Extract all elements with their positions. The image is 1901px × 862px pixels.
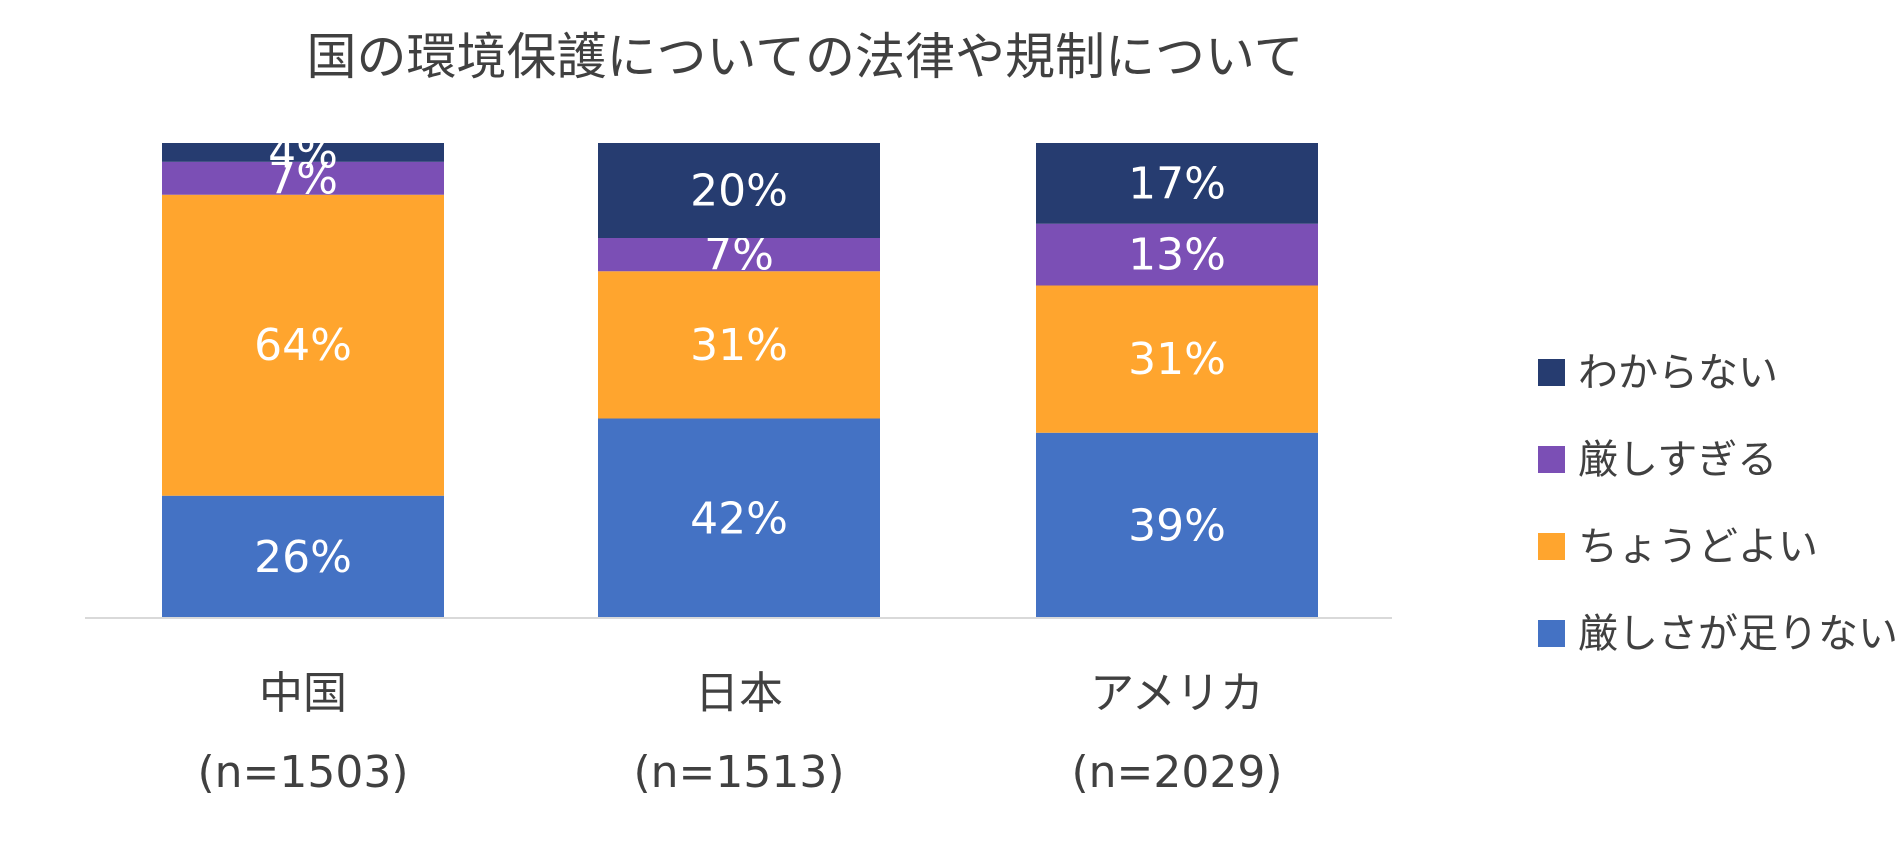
chart-title: 国の環境保護についての法律や規制について [307,28,1304,86]
data-label-3-2: 31% [1128,334,1226,385]
category-label-2: 日本 [695,668,783,719]
category-sublabel-2: (n=1513) [633,747,844,798]
bar-segment-2-2 [598,271,880,419]
bars-group: 26%64%7%4%42%31%7%20%39%31%13%17% [162,127,1318,618]
bar-segment-1-4 [162,143,444,162]
bar-segment-3-3 [1036,223,1318,286]
legend-swatch-3 [1538,533,1565,560]
bar-segment-1-2 [162,194,444,496]
legend-swatch-4 [1538,620,1565,647]
data-label-1-2: 64% [254,320,352,371]
category-sublabel-3: (n=2029) [1071,747,1282,798]
category-label-3: アメリカ [1090,668,1264,719]
legend-label-2: 厳しすぎる [1578,437,1777,483]
legend-swatch-1 [1538,359,1565,386]
data-label-2-2: 31% [690,320,788,371]
legend-label-3: ちょうどよい [1578,524,1818,570]
category-sublabel-1: (n=1503) [197,747,408,798]
legend-swatch-2 [1538,446,1565,473]
data-label-2-1: 42% [690,493,788,544]
category-label-1: 中国 [259,668,347,719]
legend-label-4: 厳しさが足りない [1578,611,1898,657]
category-labels: 中国 (n=1503) 日本 (n=1513) アメリカ (n=2029) [197,668,1282,798]
data-label-3-1: 39% [1128,500,1226,551]
bar-segment-2-4 [598,143,880,238]
data-label-3-4: 17% [1128,158,1226,209]
data-label-3-3: 13% [1128,230,1226,281]
bar-segment-1-1 [162,495,444,618]
bar-segment-3-2 [1036,285,1318,433]
bar-segment-2-1 [598,418,880,618]
data-label-2-4: 20% [690,166,788,217]
bar-segment-1-3 [162,161,444,195]
data-label-2-3: 7% [704,230,774,281]
data-label-1-4: 4% [268,127,338,178]
legend-label-1: わからない [1578,350,1778,396]
data-label-1-1: 26% [254,532,352,583]
bar-segment-3-4 [1036,143,1318,224]
bar-segment-3-1 [1036,432,1318,618]
bar-segment-2-3 [598,238,880,272]
